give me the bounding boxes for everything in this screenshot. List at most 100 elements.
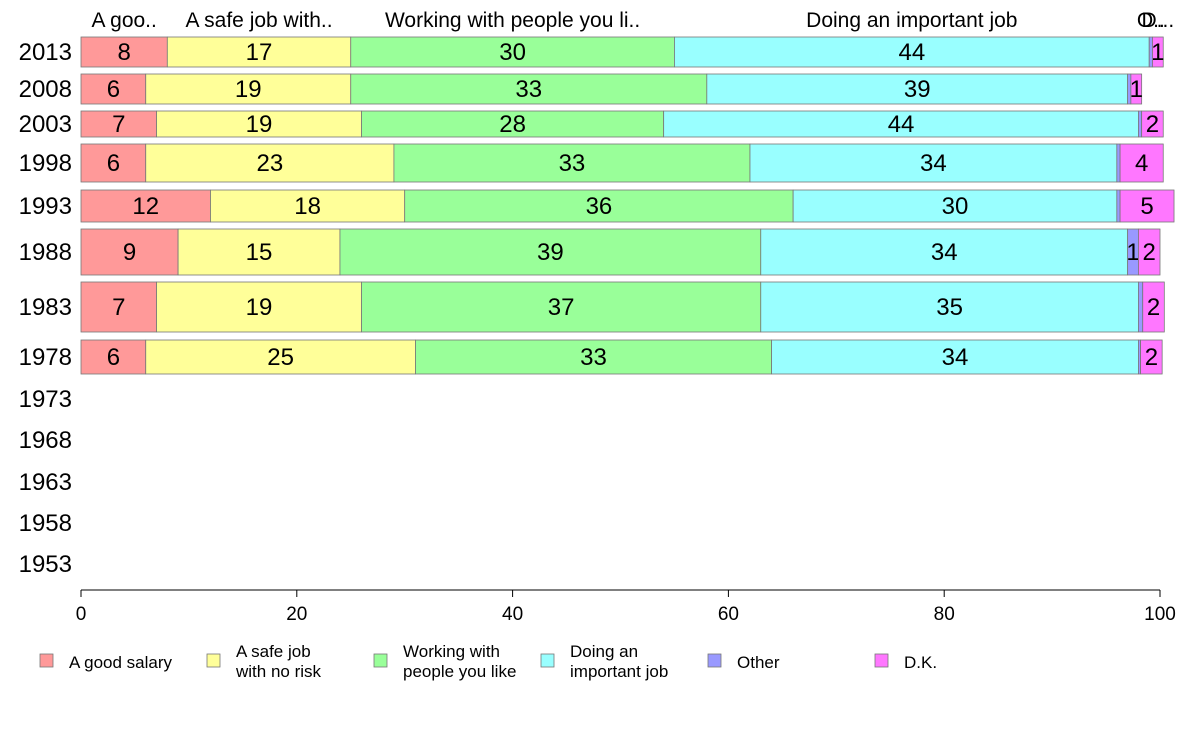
data-label-working-with-people-you-like-2008: 33 bbox=[515, 76, 542, 103]
data-label-doing-an-important-job-2003: 44 bbox=[888, 111, 915, 138]
data-label-a-safe-job-with-no-risk-1978: 25 bbox=[267, 344, 294, 371]
x-tick-label-100: 100 bbox=[1144, 604, 1176, 625]
x-tick-label-40: 40 bbox=[502, 604, 523, 625]
legend-swatch-working-with-people-you-like bbox=[373, 653, 388, 668]
legend-item-d-k: D.K. bbox=[874, 653, 937, 672]
bar-a-good-salary-1988 bbox=[80, 228, 179, 276]
y-label-1998: 1998 bbox=[19, 150, 72, 177]
bar-row-1978: 6 25 33 34 2 bbox=[80, 339, 1163, 375]
bar-a-safe-job-with-no-risk-1988 bbox=[177, 228, 341, 276]
bar-d-k-1983 bbox=[1142, 281, 1165, 333]
data-label-a-safe-job-with-no-risk-2003: 19 bbox=[246, 111, 273, 138]
bar-row-2003: 7 19 28 44 2 bbox=[80, 110, 1164, 138]
y-label-1958: 1958 bbox=[19, 510, 72, 537]
legend-label-a-good-salary: A good salary bbox=[69, 653, 173, 672]
bar-other-1983 bbox=[1138, 281, 1144, 333]
bar-d-k-2003 bbox=[1141, 110, 1164, 138]
legend-swatch-other bbox=[707, 653, 722, 668]
bar-working-with-people-you-like-1993 bbox=[404, 189, 794, 223]
data-label-doing-an-important-job-1998: 34 bbox=[920, 150, 947, 177]
legend-label-a-safe-job-with-no-risk: A safe job bbox=[236, 642, 311, 661]
data-label-a-good-salary-1978: 6 bbox=[107, 344, 120, 371]
x-tick-label-80: 80 bbox=[934, 604, 955, 625]
data-label-a-good-salary-1993: 12 bbox=[132, 193, 159, 220]
data-label-a-good-salary-2003: 7 bbox=[112, 111, 125, 138]
data-label-a-safe-job-with-no-risk-1983: 19 bbox=[246, 294, 273, 321]
legend-label-working-with-people-you-like: Working with bbox=[403, 642, 500, 661]
bar-a-safe-job-with-no-risk-1978 bbox=[145, 339, 416, 375]
bar-working-with-people-you-like-2008 bbox=[350, 73, 708, 105]
data-label-doing-an-important-job-1988: 34 bbox=[931, 239, 958, 266]
y-label-2008: 2008 bbox=[19, 76, 72, 103]
bar-doing-an-important-job-1978 bbox=[771, 339, 1139, 375]
data-label-working-with-people-you-like-2003: 28 bbox=[499, 111, 526, 138]
bar-d-k-2013 bbox=[1152, 36, 1164, 68]
bar-working-with-people-you-like-1978 bbox=[415, 339, 772, 375]
bar-a-safe-job-with-no-risk-2003 bbox=[156, 110, 362, 138]
legend-label-a-safe-job-with-no-risk: with no risk bbox=[235, 662, 322, 681]
bar-row-1998: 6 23 33 34 4 bbox=[80, 143, 1164, 183]
data-label-a-safe-job-with-no-risk-2013: 17 bbox=[246, 39, 273, 66]
data-label-doing-an-important-job-2013: 44 bbox=[898, 39, 925, 66]
legend-label-working-with-people-you-like: people you like bbox=[403, 662, 516, 681]
data-label-d-k-2008: 1 bbox=[1130, 76, 1143, 103]
bar-a-safe-job-with-no-risk-1998 bbox=[145, 143, 395, 183]
y-label-1978: 1978 bbox=[19, 344, 72, 371]
bar-d-k-1978 bbox=[1140, 339, 1163, 375]
x-axis: 0 20 40 60 80 100 bbox=[76, 589, 1176, 625]
legend-swatch-doing-an-important-job bbox=[540, 653, 555, 668]
bar-a-good-salary-1993 bbox=[80, 189, 211, 223]
data-label-d-k-1983: 2 bbox=[1147, 294, 1160, 321]
y-label-1983: 1983 bbox=[19, 294, 72, 321]
legend-item-a-good-salary: A good salary bbox=[39, 653, 173, 672]
data-label-other-1988: 1 bbox=[1126, 239, 1139, 266]
y-label-1988: 1988 bbox=[19, 239, 72, 266]
y-label-1993: 1993 bbox=[19, 193, 72, 220]
data-label-a-good-salary-2008: 6 bbox=[107, 76, 120, 103]
data-label-a-safe-job-with-no-risk-2008: 19 bbox=[235, 76, 262, 103]
bar-a-safe-job-with-no-risk-1983 bbox=[156, 281, 362, 333]
data-label-working-with-people-you-like-1998: 33 bbox=[559, 150, 586, 177]
data-label-d-k-1978: 2 bbox=[1145, 344, 1158, 371]
data-label-working-with-people-you-like-1983: 37 bbox=[548, 294, 575, 321]
column-header-a-good-salary: A goo.. bbox=[91, 9, 156, 32]
legend-label-d-k: D.K. bbox=[904, 653, 937, 672]
bar-working-with-people-you-like-1998 bbox=[393, 143, 751, 183]
data-label-working-with-people-you-like-1978: 33 bbox=[580, 344, 607, 371]
data-label-doing-an-important-job-2008: 39 bbox=[904, 76, 931, 103]
y-label-1963: 1963 bbox=[19, 469, 72, 496]
bar-row-1983: 7 19 37 35 2 bbox=[80, 281, 1165, 333]
x-tick-label-0: 0 bbox=[76, 604, 87, 625]
bar-a-good-salary-1983 bbox=[80, 281, 157, 333]
bar-d-k-1988 bbox=[1138, 228, 1161, 276]
data-label-a-good-salary-2013: 8 bbox=[117, 39, 130, 66]
data-label-a-safe-job-with-no-risk-1998: 23 bbox=[256, 150, 283, 177]
legend-label-doing-an-important-job: important job bbox=[570, 662, 668, 681]
bar-doing-an-important-job-1993 bbox=[792, 189, 1118, 223]
x-tick-label-20: 20 bbox=[286, 604, 307, 625]
bar-a-safe-job-with-no-risk-1993 bbox=[210, 189, 406, 223]
data-label-working-with-people-you-like-1993: 36 bbox=[586, 193, 613, 220]
data-label-a-safe-job-with-no-risk-1988: 15 bbox=[246, 239, 273, 266]
bar-doing-an-important-job-2003 bbox=[663, 110, 1139, 138]
bar-other-2003 bbox=[1138, 110, 1143, 138]
data-label-a-safe-job-with-no-risk-1993: 18 bbox=[294, 193, 321, 220]
bar-row-1988: 9 15 39 34 1 2 bbox=[80, 228, 1161, 276]
data-label-d-k-1988: 2 bbox=[1143, 239, 1156, 266]
bar-other-1998 bbox=[1116, 143, 1121, 183]
bar-doing-an-important-job-1998 bbox=[749, 143, 1118, 183]
bar-a-good-salary-2003 bbox=[80, 110, 157, 138]
y-axis-labels: 2013 2008 2003 1998 1993 1988 1983 1978 1973 1968… bbox=[19, 39, 72, 578]
bar-row-2013: 8 17 30 44 1 bbox=[80, 36, 1165, 68]
y-label-2013: 2013 bbox=[19, 39, 72, 66]
legend-label-doing-an-important-job: Doing an bbox=[570, 642, 638, 661]
bar-a-safe-job-with-no-risk-2013 bbox=[166, 36, 352, 68]
data-label-doing-an-important-job-1978: 34 bbox=[942, 344, 969, 371]
column-header-d-k: D... bbox=[1142, 9, 1175, 32]
bar-a-good-salary-1998 bbox=[80, 143, 147, 183]
data-label-d-k-1998: 4 bbox=[1135, 150, 1148, 177]
data-label-a-good-salary-1988: 9 bbox=[123, 239, 136, 266]
